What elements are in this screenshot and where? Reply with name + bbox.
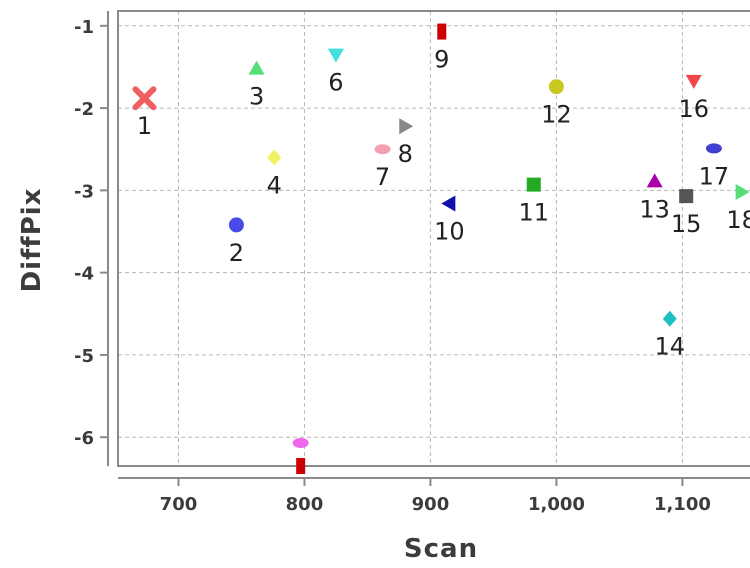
- data-point-marker: [437, 23, 447, 40]
- data-point-label: 12: [541, 101, 572, 129]
- data-point-marker: [679, 189, 694, 204]
- data-point-marker: [327, 48, 344, 63]
- plot-frame: [117, 10, 750, 467]
- data-point-label: 14: [655, 333, 686, 361]
- data-point-label: 3: [249, 83, 264, 111]
- x-tick-label: 1,100: [654, 494, 711, 515]
- data-point-marker: [267, 149, 282, 166]
- data-point-label: 8: [398, 140, 413, 168]
- data-point-marker: [526, 177, 541, 192]
- data-point-marker: [228, 217, 244, 233]
- data-point-marker: [646, 173, 663, 188]
- data-point-marker: [399, 118, 414, 135]
- data-point-marker: [132, 86, 157, 111]
- y-tick-label: -1: [74, 17, 94, 38]
- y-tick-label: -3: [74, 181, 94, 202]
- data-point-marker: [374, 144, 391, 155]
- data-point-marker: [248, 60, 265, 75]
- data-point-label: 10: [434, 218, 465, 246]
- data-point-label: 1: [137, 112, 152, 140]
- data-point-marker: [441, 195, 456, 212]
- y-tick-label: -5: [74, 346, 94, 367]
- grid-lines: [118, 11, 750, 466]
- data-point-marker: [292, 437, 309, 448]
- data-point-marker: [662, 310, 677, 327]
- data-point-marker: [548, 79, 564, 95]
- data-point-label: 15: [671, 210, 702, 238]
- data-point-label: 17: [699, 162, 730, 190]
- data-point-label: 18: [726, 206, 750, 234]
- data-point-label: 6: [328, 69, 343, 97]
- data-point-marker: [685, 74, 702, 89]
- data-point-label: 16: [678, 95, 709, 123]
- data-point-marker: [705, 143, 722, 154]
- data-point-label: 13: [639, 195, 670, 223]
- data-point-label: 7: [375, 163, 390, 191]
- x-tick-label: 1,000: [528, 494, 585, 515]
- y-axis-title: DiffPix: [17, 188, 47, 293]
- data-point-label: 9: [434, 46, 449, 74]
- data-point-marker: [735, 184, 750, 201]
- y-tick-label: -4: [74, 264, 94, 285]
- x-tick-label: 700: [160, 494, 198, 515]
- data-point-label: 2: [229, 239, 244, 267]
- x-tick-label: 900: [412, 494, 450, 515]
- data-point-label: 11: [518, 199, 549, 227]
- axis-ticks: 700 800 900 1,000 1,100 -1 -2 -3 -4 -5 -6: [74, 17, 711, 515]
- y-tick-label: -6: [74, 428, 94, 449]
- data-point-marker: [296, 458, 306, 474]
- data-point-label: 4: [267, 171, 282, 199]
- y-tick-label: -2: [74, 99, 94, 120]
- x-axis-title: Scan: [404, 534, 478, 564]
- x-tick-label: 800: [286, 494, 324, 515]
